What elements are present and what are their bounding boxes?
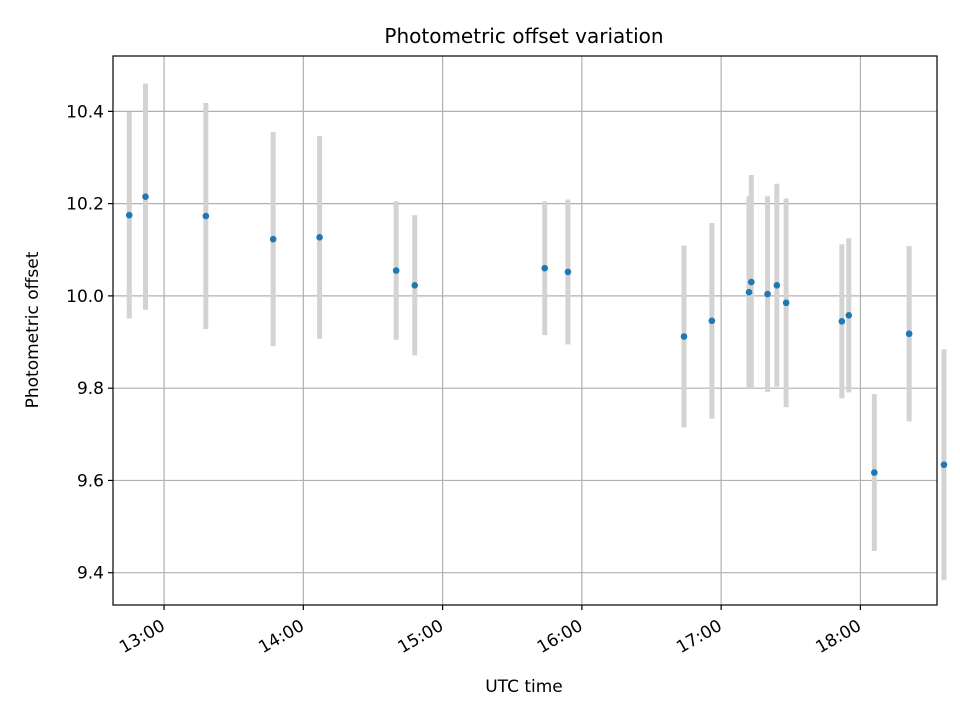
y-tick-label: 9.4 bbox=[77, 564, 104, 584]
y-tick-label: 9.6 bbox=[77, 471, 104, 491]
data-point bbox=[680, 333, 688, 340]
data-points bbox=[125, 193, 948, 476]
data-point bbox=[782, 299, 790, 307]
data-point bbox=[905, 330, 913, 338]
y-tick-label: 10.4 bbox=[66, 102, 104, 122]
data-point bbox=[392, 267, 400, 274]
data-point bbox=[764, 290, 771, 298]
data-point bbox=[316, 234, 323, 241]
chart-title: Photometric offset variation bbox=[384, 24, 663, 48]
data-point bbox=[708, 317, 716, 325]
plot-frame bbox=[112, 55, 938, 606]
data-point bbox=[411, 281, 419, 289]
y-tick-label: 10.0 bbox=[66, 287, 104, 307]
data-point bbox=[773, 281, 781, 289]
grid bbox=[113, 56, 937, 605]
data-point bbox=[142, 193, 149, 201]
x-axis-title: UTC time bbox=[485, 677, 563, 697]
y-tick-label: 9.8 bbox=[77, 379, 104, 399]
data-point bbox=[745, 288, 753, 296]
data-point bbox=[748, 278, 755, 286]
data-point bbox=[838, 317, 846, 325]
data-point bbox=[871, 469, 878, 476]
data-point bbox=[940, 461, 948, 469]
data-point bbox=[269, 235, 277, 243]
data-point bbox=[564, 268, 572, 276]
data-point bbox=[202, 212, 210, 220]
y-axis-title: Photometric offset bbox=[23, 251, 43, 408]
y-tick-label: 10.2 bbox=[66, 195, 104, 215]
y-axis-ticks: 9.4 9.6 9.8 10.0 10.2 10.4 bbox=[66, 102, 113, 584]
data-point bbox=[125, 211, 133, 219]
data-point bbox=[845, 311, 853, 319]
data-point bbox=[541, 264, 549, 272]
